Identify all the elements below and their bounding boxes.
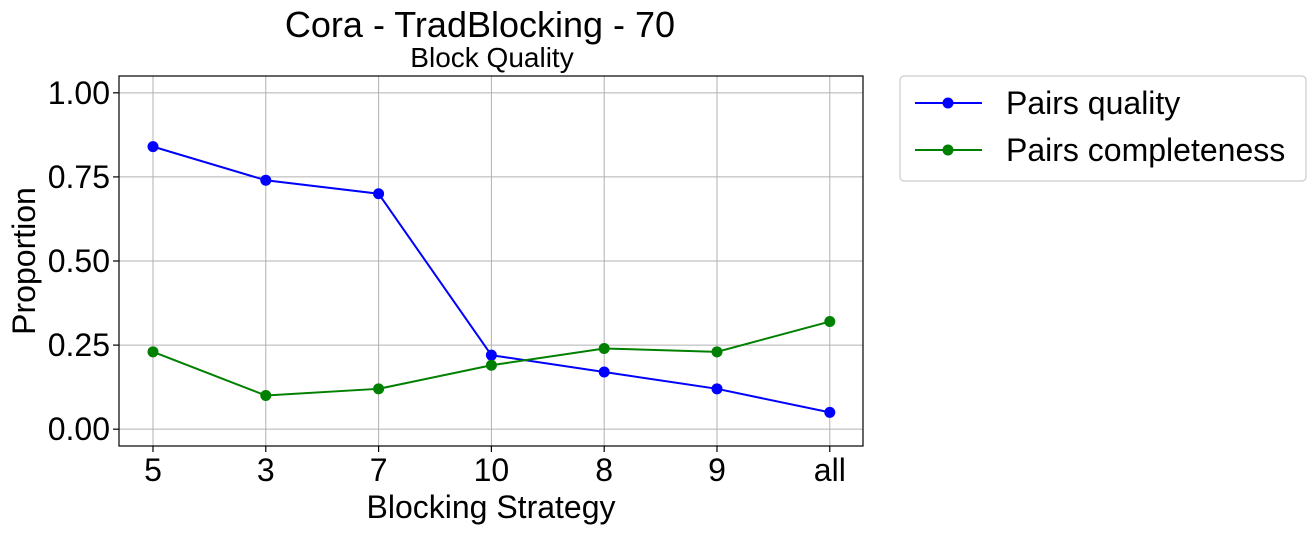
data-point: [824, 316, 836, 328]
data-point: [485, 349, 497, 361]
x-tick-label: 3: [257, 452, 275, 488]
chart-subtitle: Block Quality: [410, 42, 573, 73]
data-point: [824, 406, 836, 418]
x-tick-label: 8: [595, 452, 613, 488]
legend-marker: [942, 144, 954, 156]
y-tick-label: 0.50: [48, 243, 110, 279]
y-tick-label: 0.75: [48, 159, 110, 195]
data-point: [260, 390, 272, 402]
data-point: [711, 383, 723, 395]
axis-ticks: 5 3 7 10 8 9 all 0.00 0.25 0.50 0.75 1.00: [48, 75, 846, 488]
data-point: [147, 346, 159, 358]
data-point: [373, 188, 385, 200]
y-tick-label: 0.25: [48, 327, 110, 363]
legend-box: [899, 75, 1307, 182]
grid: [119, 76, 863, 446]
legend-marker: [942, 97, 954, 109]
data-point: [147, 141, 159, 153]
x-tick-label: 9: [708, 452, 726, 488]
y-axis-label: Proportion: [6, 187, 42, 335]
data-point: [598, 366, 610, 378]
chart-title: Cora - TradBlocking - 70: [285, 4, 675, 45]
x-tick-label: 7: [370, 452, 388, 488]
legend: Pairs quality Pairs completeness: [899, 75, 1307, 182]
x-tick-label: all: [814, 452, 846, 488]
data-point: [485, 359, 497, 371]
series-pairs-quality: [147, 141, 836, 418]
x-axis-label: Blocking Strategy: [366, 489, 615, 525]
x-tick-label: 10: [474, 452, 510, 488]
legend-label: Pairs quality: [1006, 85, 1180, 121]
y-tick-label: 1.00: [48, 75, 110, 111]
y-tick-label: 0.00: [48, 411, 110, 447]
series-pairs-completeness: [147, 316, 836, 402]
data-point: [373, 383, 385, 395]
data-point: [711, 346, 723, 358]
data-point: [260, 174, 272, 186]
data-point: [598, 342, 610, 354]
legend-label: Pairs completeness: [1006, 132, 1285, 168]
series-layer: [147, 141, 836, 418]
x-tick-label: 5: [144, 452, 162, 488]
